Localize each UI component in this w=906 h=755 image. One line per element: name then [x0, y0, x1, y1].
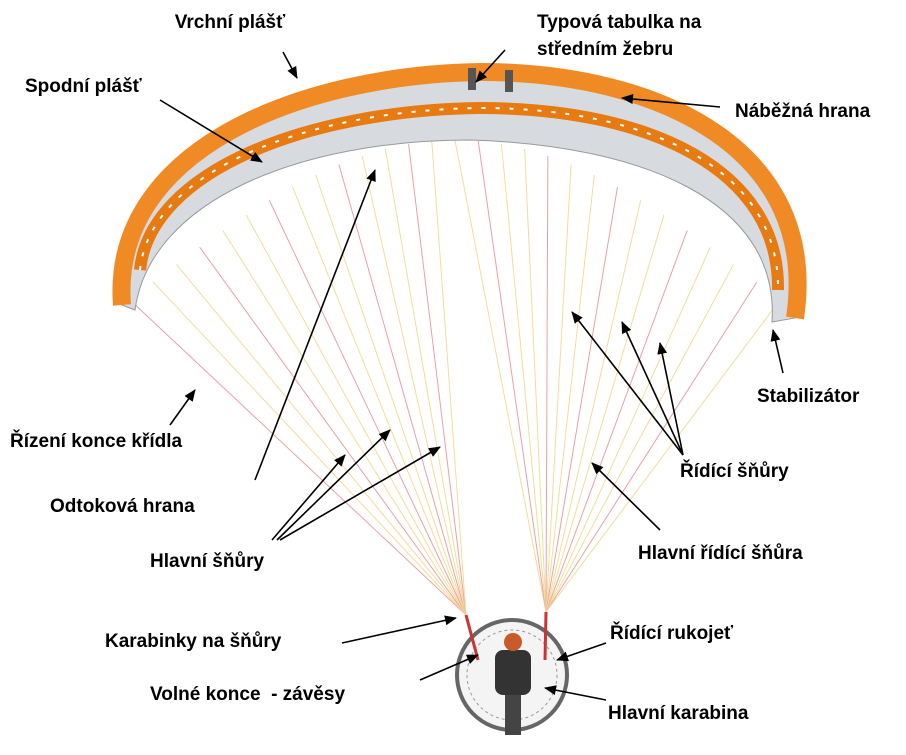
suspension-line: [269, 200, 466, 615]
label: Karabinky na šňůry: [105, 631, 282, 652]
suspension-line: [546, 200, 641, 612]
label: středním žebru: [537, 39, 673, 60]
label: Hlavní šňůry: [150, 551, 264, 572]
suspension-line: [546, 156, 548, 612]
suspension-line: [455, 140, 546, 612]
suspension-line: [546, 187, 618, 612]
suspension-line: [546, 165, 571, 612]
suspension-line: [362, 156, 466, 615]
label: Řídící rukojeť: [610, 622, 734, 644]
label: Řídící šňůry: [680, 460, 789, 482]
diagram: Vrchní plášť Typová tabulka na středním …: [0, 0, 906, 755]
label: Odtoková hrana: [50, 496, 195, 517]
suspension-line: [501, 144, 546, 612]
label: Řízení konce křídla: [10, 430, 183, 452]
label: Typová tabulka na: [537, 12, 702, 33]
suspension-line: [525, 149, 546, 612]
suspension-line: [385, 149, 466, 615]
wing: [121, 68, 797, 322]
suspension-line: [478, 141, 546, 612]
label: Hlavní řídící šňůra: [638, 543, 803, 564]
suspension-line: [546, 300, 780, 612]
suspension-line: [246, 215, 466, 615]
label: Náběžná hrana: [735, 101, 871, 122]
label: Spodní plášť: [25, 76, 143, 97]
label: Stabilizátor: [757, 386, 860, 407]
label: Hlavní karabina: [608, 703, 749, 724]
pilot-paramotor: [457, 612, 567, 735]
label: Vrchní plášť: [175, 12, 286, 33]
suspension-line: [316, 175, 466, 615]
label: Volné konce - závěsy: [150, 684, 345, 705]
